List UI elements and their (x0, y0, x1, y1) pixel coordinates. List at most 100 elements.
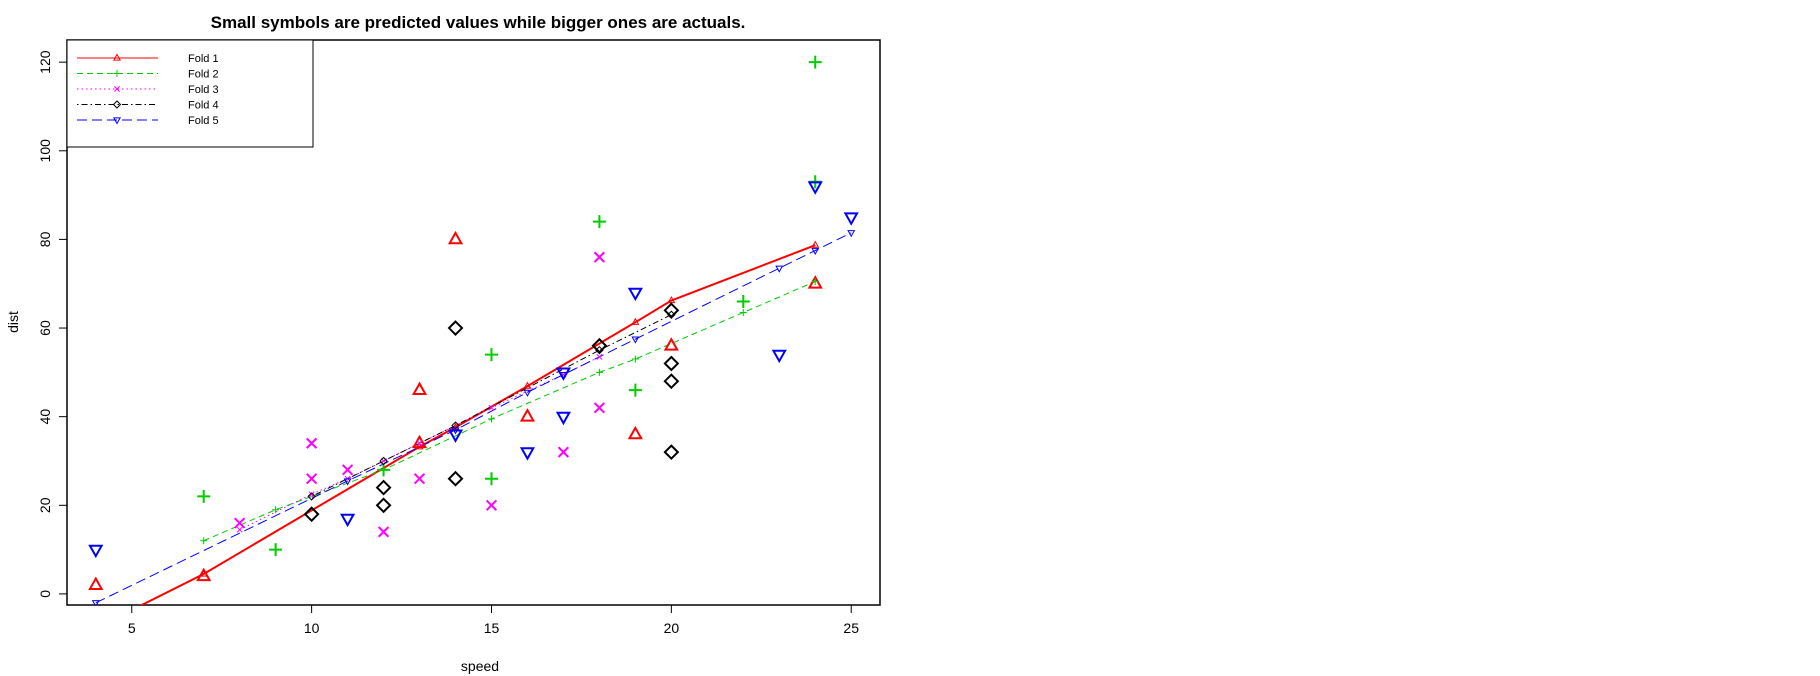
actual-point-fold-4 (591, 337, 608, 354)
predicted-point-fold-3 (596, 353, 603, 360)
predicted-point-fold-5 (91, 600, 100, 605)
predicted-point-fold-3 (488, 404, 495, 411)
predicted-point-fold-4 (379, 456, 388, 466)
actual-point-fold-4 (447, 320, 464, 336)
predicted-point-fold-1 (93, 625, 99, 631)
predicted-point-fold-5 (847, 230, 856, 238)
actual-point-fold-3 (413, 473, 426, 485)
actual-point-fold-1 (196, 567, 212, 582)
actual-point-fold-1 (447, 230, 464, 245)
y-tick-label: 100 (37, 139, 53, 163)
actual-point-fold-5 (555, 367, 571, 381)
actual-point-fold-1 (411, 381, 428, 395)
actual-point-fold-3 (377, 526, 390, 538)
fit-line-fold-3 (239, 356, 600, 531)
y-axis: 0 20 40 60 80 100 120 (37, 50, 68, 598)
legend-label-fold-5: Fold 5 (188, 115, 219, 127)
predicted-point-fold-2 (487, 415, 495, 423)
predicted-point-fold-1 (631, 317, 640, 325)
actual-point-fold-1 (627, 425, 643, 440)
actual-point-fold-4 (663, 373, 680, 390)
legend-marker-fold-3 (114, 86, 120, 92)
y-axis-label: dist (5, 311, 21, 333)
actual-point-fold-3 (342, 464, 354, 476)
x-tick-label: 20 (664, 620, 680, 636)
actual-point-fold-5 (519, 447, 536, 461)
legend-label-fold-4: Fold 4 (188, 100, 219, 112)
actual-point-fold-2 (628, 383, 642, 397)
predicted-point-fold-2 (739, 309, 747, 317)
actual-point-fold-5 (340, 513, 356, 528)
actual-point-fold-4 (303, 506, 320, 523)
y-tick-label: 60 (37, 320, 53, 336)
predicted-point-fold-5 (775, 265, 784, 273)
actual-point-fold-2 (377, 463, 391, 477)
data-points (88, 55, 859, 631)
actual-point-fold-1 (663, 337, 679, 351)
predicted-point-fold-4 (307, 492, 316, 501)
actual-point-fold-3 (593, 402, 605, 414)
actual-point-fold-4 (375, 497, 392, 514)
actual-point-fold-2 (736, 294, 750, 308)
predicted-point-fold-3 (308, 491, 315, 498)
actual-point-fold-2 (197, 489, 211, 503)
actual-point-fold-3 (557, 446, 570, 458)
legend-marker-fold-5 (112, 117, 122, 125)
actual-point-fold-4 (663, 355, 680, 372)
fit-line-fold-2 (203, 281, 816, 542)
predicted-point-fold-3 (236, 526, 243, 533)
legend-marker-fold-1 (112, 53, 122, 61)
x-tick-label: 5 (128, 620, 136, 636)
x-tick-label: 15 (484, 620, 500, 636)
actual-point-fold-5 (771, 349, 787, 364)
predicted-point-fold-2 (811, 278, 819, 286)
actual-point-fold-2 (808, 55, 822, 69)
actual-point-fold-2 (592, 215, 606, 229)
actual-point-fold-5 (627, 287, 643, 302)
legend: Fold 1 Fold 2 Fold 3 Fold 4 Fold 5 (66, 39, 314, 148)
actual-point-fold-5 (807, 181, 823, 195)
actual-point-fold-4 (663, 302, 680, 319)
actual-point-fold-5 (843, 212, 859, 226)
actual-point-fold-1 (411, 434, 428, 449)
actual-point-fold-5 (88, 544, 104, 559)
predicted-point-fold-4 (451, 421, 460, 430)
fit-line-fold-1 (139, 244, 816, 605)
x-tick-label: 25 (843, 620, 859, 636)
y-tick-label: 40 (37, 409, 53, 425)
y-tick-label: 20 (37, 497, 53, 513)
predicted-point-fold-1 (415, 442, 424, 450)
chart-title: Small symbols are predicted values while… (211, 13, 746, 32)
x-axis-label: speed (461, 658, 499, 674)
predicted-point-fold-2 (631, 355, 639, 363)
predicted-point-fold-3 (416, 440, 423, 447)
x-tick-label: 10 (304, 620, 320, 636)
y-tick-label: 80 (37, 231, 53, 247)
actual-point-fold-3 (234, 517, 246, 529)
x-axis: 5 10 15 20 25 (128, 604, 859, 636)
actual-point-fold-3 (485, 499, 498, 511)
predicted-point-fold-2 (200, 537, 208, 545)
legend-label-fold-3: Fold 3 (188, 84, 219, 96)
predicted-point-fold-1 (523, 381, 532, 389)
predicted-point-fold-5 (523, 389, 532, 397)
y-tick-label: 120 (37, 50, 53, 74)
actual-point-fold-5 (447, 429, 464, 443)
actual-point-fold-3 (593, 251, 605, 263)
predicted-point-fold-5 (631, 336, 640, 344)
actual-point-fold-3 (306, 473, 318, 485)
legend-label-fold-1: Fold 1 (188, 53, 219, 65)
legend-marker-fold-2 (113, 70, 121, 77)
predicted-point-fold-2 (272, 506, 280, 514)
actual-point-fold-2 (484, 472, 498, 486)
actual-point-fold-5 (555, 411, 571, 426)
predicted-point-fold-5 (343, 478, 352, 486)
actual-point-fold-4 (447, 470, 464, 487)
actual-point-fold-4 (663, 444, 680, 461)
legend-label-fold-2: Fold 2 (188, 69, 219, 81)
actual-point-fold-2 (484, 348, 498, 362)
fit-lines (95, 232, 852, 605)
actual-point-fold-2 (269, 543, 283, 557)
legend-marker-fold-4 (112, 100, 122, 109)
